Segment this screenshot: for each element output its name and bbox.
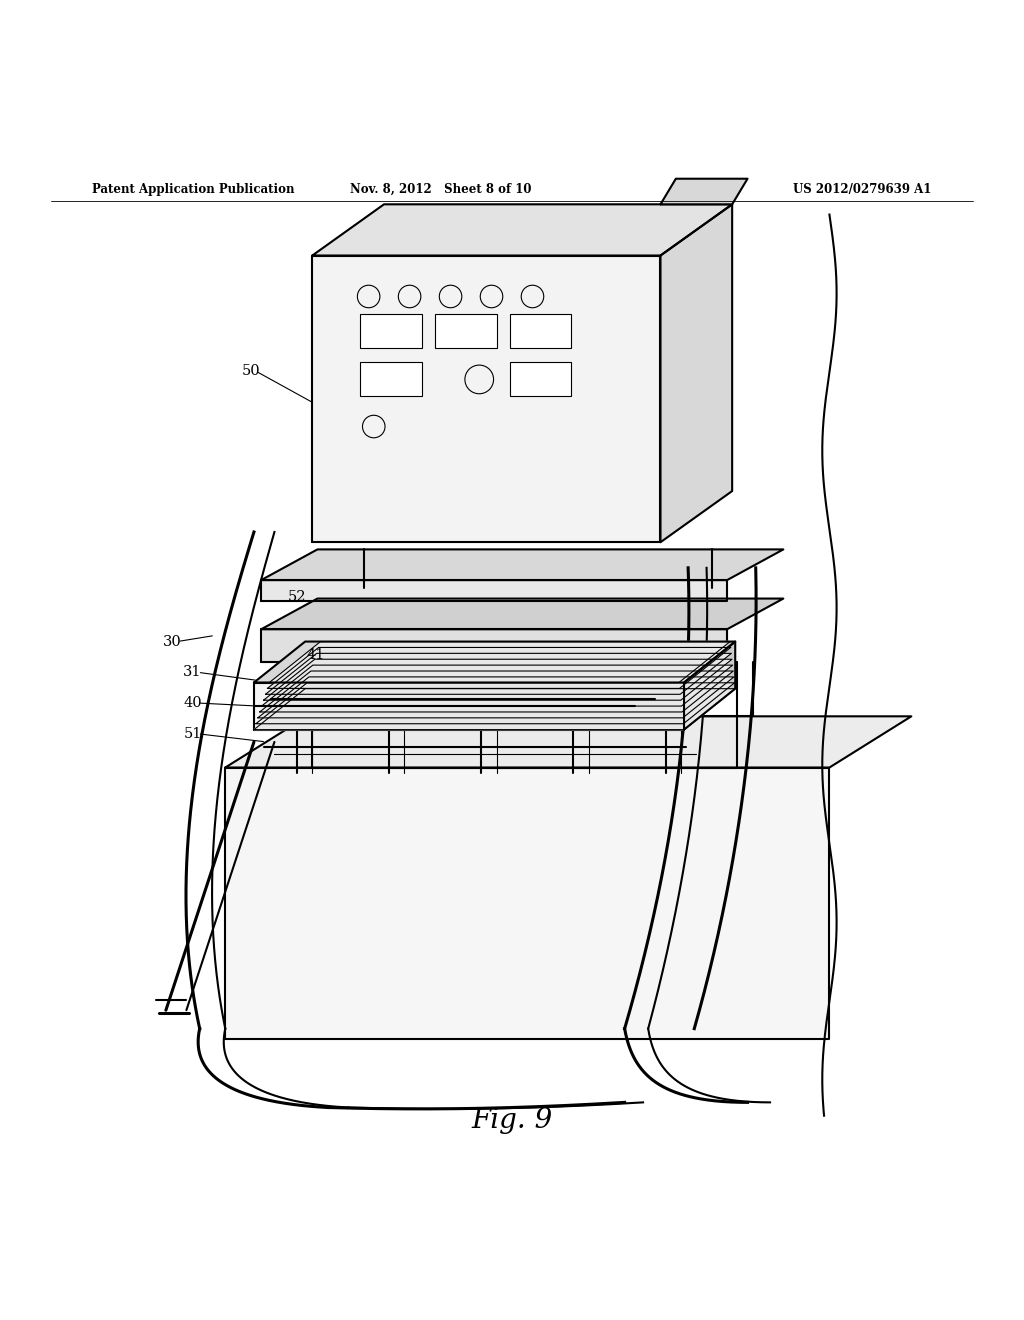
Bar (510, 314, 571, 347)
Polygon shape (258, 677, 734, 718)
Polygon shape (261, 630, 727, 663)
Polygon shape (660, 178, 748, 205)
Polygon shape (254, 689, 735, 730)
Text: Fig. 9: Fig. 9 (471, 1107, 553, 1134)
Polygon shape (262, 665, 733, 706)
Polygon shape (312, 256, 660, 543)
Text: Nov. 8, 2012   Sheet 8 of 10: Nov. 8, 2012 Sheet 8 of 10 (349, 182, 531, 195)
Text: 50: 50 (242, 364, 260, 379)
Text: 31: 31 (183, 665, 202, 680)
Polygon shape (265, 653, 731, 694)
Text: 40: 40 (183, 696, 202, 710)
Polygon shape (267, 647, 731, 689)
Bar (360, 314, 422, 347)
Polygon shape (225, 717, 911, 767)
Polygon shape (261, 549, 783, 579)
Polygon shape (254, 642, 735, 682)
Polygon shape (312, 205, 732, 256)
Text: US 2012/0279639 A1: US 2012/0279639 A1 (794, 182, 932, 195)
Polygon shape (254, 682, 684, 730)
Polygon shape (269, 642, 730, 682)
Bar (510, 362, 571, 396)
Bar (360, 362, 422, 396)
Polygon shape (684, 642, 735, 730)
Text: Patent Application Publication: Patent Application Publication (92, 182, 295, 195)
Polygon shape (263, 659, 732, 700)
Polygon shape (261, 579, 727, 601)
Text: 41: 41 (306, 648, 325, 661)
Text: 30: 30 (163, 635, 181, 648)
Text: 51: 51 (183, 727, 202, 741)
Polygon shape (660, 205, 732, 543)
Bar (435, 314, 497, 347)
Polygon shape (261, 598, 783, 630)
Polygon shape (260, 671, 733, 711)
Text: 52: 52 (288, 590, 306, 603)
Polygon shape (256, 682, 734, 723)
Polygon shape (225, 767, 829, 1039)
